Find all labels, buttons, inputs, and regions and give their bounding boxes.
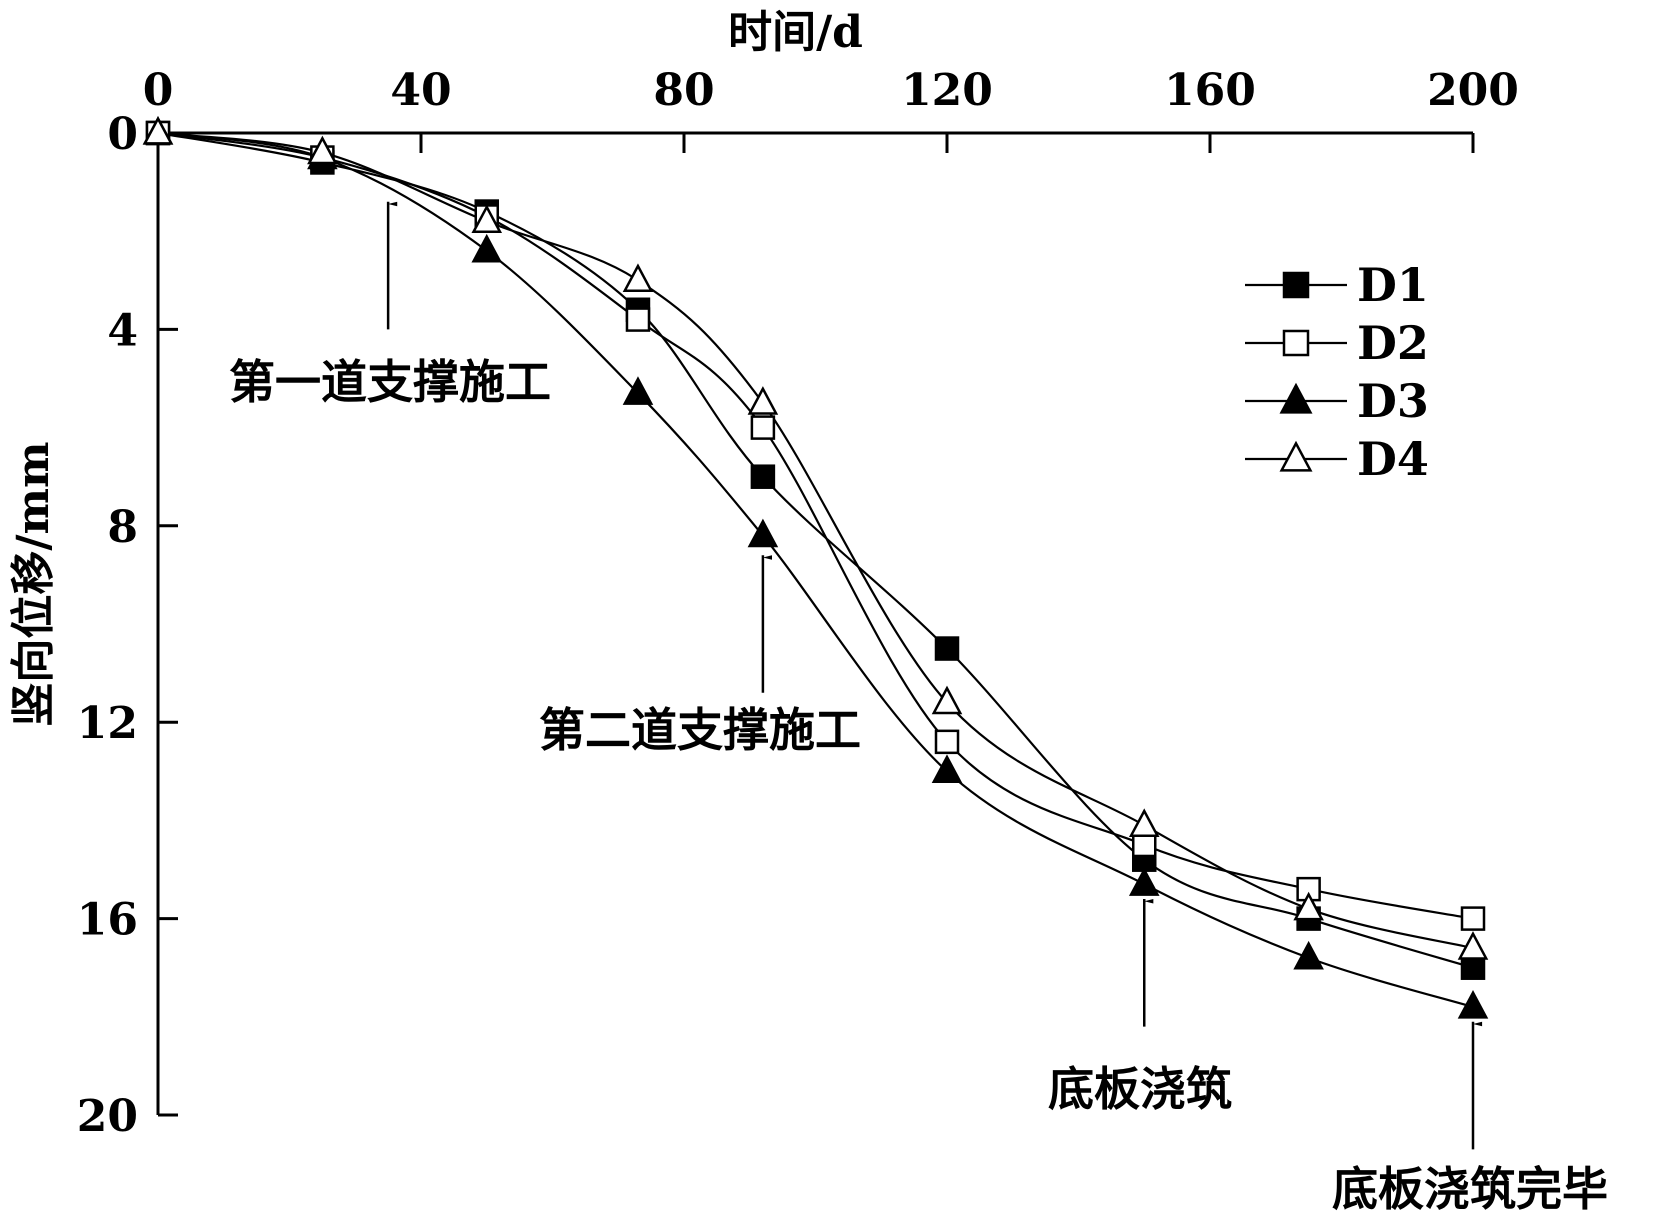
y-tick-label: 0 — [107, 109, 138, 160]
point-d3 — [1457, 990, 1489, 1019]
point-d2 — [625, 307, 651, 332]
point-d4 — [471, 204, 503, 234]
point-d1 — [750, 464, 776, 489]
series-line-d3 — [157, 131, 1474, 1009]
series-line-d4 — [157, 131, 1474, 950]
point-d2 — [750, 415, 776, 440]
legend-marker-d3 — [1279, 382, 1313, 414]
y-tick-label: 20 — [77, 1091, 138, 1142]
point-d3 — [1293, 940, 1324, 970]
series-line-d2 — [157, 131, 1474, 920]
x-tick-label: 120 — [901, 65, 993, 116]
legend-label-d2: D2 — [1357, 316, 1429, 370]
x-axis-title: 时间/d — [728, 7, 863, 58]
annotation-label: 底板浇筑 — [1048, 1062, 1232, 1116]
point-d1 — [1460, 955, 1486, 980]
axes: 0 40 80 120 160 200 0 4 8 12 16 20 时间/d 竖向位移/mm — [8, 7, 1519, 1142]
x-tick-label: 40 — [390, 65, 451, 116]
point-d3 — [471, 233, 503, 263]
legend-marker-d1 — [1282, 271, 1310, 299]
legend-label-d1: D1 — [1357, 258, 1429, 312]
x-tick-label: 200 — [1427, 65, 1519, 116]
x-tick-label: 80 — [653, 65, 714, 116]
annotation-label: 第二道支撑施工 — [539, 703, 861, 757]
point-d4 — [1457, 931, 1489, 960]
y-tick-label: 12 — [77, 698, 138, 749]
legend-marker-d2 — [1282, 329, 1310, 357]
legend-label-d4: D4 — [1357, 432, 1429, 486]
x-tick-label: 160 — [1164, 65, 1256, 116]
annotation-label: 底板浇筑完毕 — [1332, 1162, 1608, 1216]
y-tick-label: 16 — [77, 895, 138, 946]
series-line-d1 — [157, 131, 1474, 969]
point-d4 — [1293, 891, 1324, 921]
x-tick-label: 0 — [143, 65, 174, 116]
point-d2 — [934, 729, 960, 755]
point-d4 — [747, 386, 779, 415]
series-markers — [142, 116, 1489, 1019]
point-d3 — [747, 518, 779, 548]
point-d2 — [1132, 832, 1157, 858]
series-curves — [157, 131, 1474, 1009]
point-d4 — [307, 135, 338, 165]
annotation-label: 第一道支撑施工 — [229, 355, 551, 409]
point-d4 — [931, 685, 963, 715]
legend-marker-d4 — [1279, 440, 1313, 472]
legend-label-d3: D3 — [1357, 374, 1429, 428]
y-tick-label: 8 — [107, 502, 138, 553]
y-axis-title: 竖向位移/mm — [8, 441, 59, 726]
point-d2 — [1460, 906, 1486, 931]
point-d4 — [1128, 808, 1160, 837]
point-d4 — [142, 116, 174, 145]
point-d3 — [622, 376, 654, 405]
point-d3 — [1128, 867, 1160, 896]
point-d4 — [622, 263, 654, 292]
point-d3 — [931, 754, 963, 783]
point-d1 — [934, 636, 960, 661]
y-tick-label: 4 — [107, 305, 138, 356]
